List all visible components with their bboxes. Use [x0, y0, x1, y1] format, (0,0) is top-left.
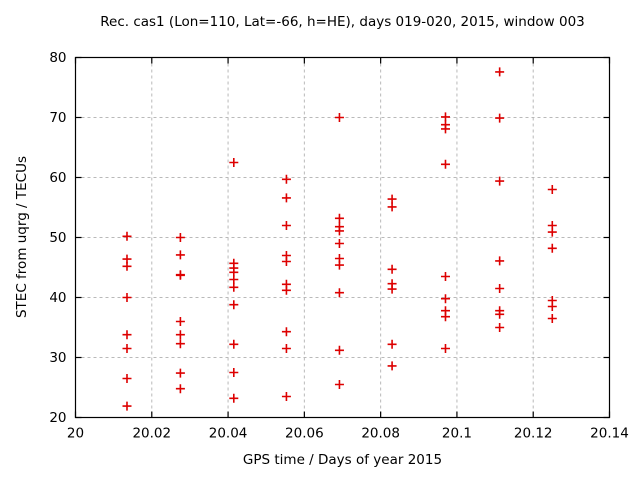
data-point — [334, 226, 344, 236]
data-point — [387, 264, 397, 274]
y-tick-label: 50 — [49, 230, 66, 246]
data-point — [281, 193, 291, 203]
data-point — [387, 284, 397, 294]
data-point — [175, 339, 185, 349]
data-point — [175, 330, 185, 340]
data-point — [440, 272, 450, 281]
data-point — [387, 339, 397, 349]
data-point — [175, 368, 185, 378]
data-point — [495, 284, 505, 293]
y-tick-label: 30 — [49, 350, 66, 366]
y-tick-label: 60 — [49, 170, 66, 186]
data-point — [281, 327, 291, 337]
data-point — [122, 293, 132, 302]
data-point — [440, 124, 450, 134]
data-point — [440, 312, 450, 322]
data-point — [229, 339, 239, 349]
data-point — [440, 112, 450, 122]
data-point — [281, 257, 291, 266]
data-point — [229, 300, 239, 310]
data-point — [547, 243, 557, 253]
x-tick-label: 20.1 — [442, 426, 472, 442]
data-point — [495, 176, 505, 186]
data-point — [440, 344, 450, 353]
data-point — [547, 185, 557, 194]
chart-title: Rec. cas1 (Lon=110, Lat=-66, h=HE), days… — [100, 14, 585, 30]
data-point — [281, 344, 291, 353]
data-point — [334, 288, 344, 298]
x-tick-label: 20.08 — [361, 426, 400, 442]
data-point — [281, 285, 291, 295]
data-point — [122, 401, 132, 411]
x-tick-label: 20.02 — [132, 426, 171, 442]
x-tick-label: 20.06 — [285, 426, 324, 442]
data-point — [229, 158, 239, 167]
data-point — [334, 239, 344, 248]
data-point — [334, 113, 344, 122]
data-point — [495, 113, 505, 123]
data-point — [440, 294, 450, 304]
data-point — [175, 317, 185, 326]
y-tick-label: 20 — [49, 410, 66, 426]
data-point — [281, 174, 291, 184]
data-point — [387, 361, 397, 371]
data-point — [334, 345, 344, 355]
data-point — [175, 270, 185, 280]
data-point — [229, 282, 239, 292]
data-point — [495, 256, 505, 266]
data-point — [387, 202, 397, 212]
x-tick-label: 20 — [67, 426, 84, 442]
data-point — [387, 194, 397, 204]
x-tick-label: 20.12 — [514, 426, 553, 442]
data-point — [281, 392, 291, 401]
data-point — [122, 374, 132, 383]
x-tick-label: 20.04 — [209, 426, 248, 442]
data-point — [547, 302, 557, 311]
data-point — [122, 261, 132, 271]
data-point — [175, 250, 185, 260]
data-point — [547, 314, 557, 323]
data-point — [229, 368, 239, 377]
x-axis-title: GPS time / Days of year 2015 — [242, 452, 443, 468]
data-point — [334, 213, 344, 223]
data-point — [229, 393, 239, 403]
x-tick-label: 20.14 — [590, 426, 629, 442]
y-tick-label: 70 — [49, 110, 66, 126]
data-point — [175, 384, 185, 394]
data-point — [547, 227, 557, 237]
data-point — [334, 260, 344, 270]
data-point — [122, 344, 132, 353]
data-point — [122, 231, 132, 241]
data-point — [495, 309, 505, 319]
data-point — [495, 323, 505, 332]
data-point — [122, 330, 132, 340]
y-tick-label: 80 — [49, 50, 66, 66]
data-point — [440, 159, 450, 169]
data-point — [175, 233, 185, 242]
data-point — [334, 380, 344, 389]
data-point — [229, 275, 239, 284]
y-tick-label: 40 — [49, 290, 66, 306]
data-point — [495, 67, 505, 77]
data-point — [281, 221, 291, 230]
